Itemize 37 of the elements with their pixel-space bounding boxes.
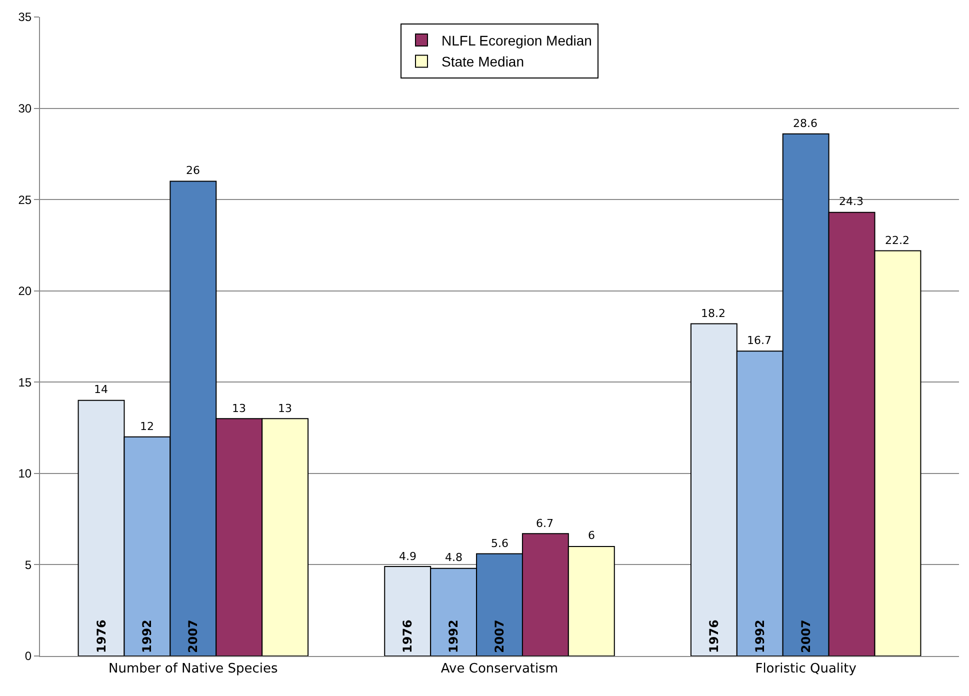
legend-label: NLFL Ecoregion Median [442,32,592,48]
data-label: 14 [94,383,108,396]
text: 1992 [446,620,461,653]
y-tick-label: 25 [18,192,32,207]
data-label: 28.6 [793,117,818,130]
y-tick-label: 35 [18,10,32,24]
text: 1976 [400,620,415,653]
data-label: 6.7 [536,517,554,530]
x-tick-label: Number of Native Species [108,662,278,677]
data-label: 18.2 [701,307,726,320]
data-label: 22.2 [885,234,910,247]
data-label: 24.3 [839,195,864,208]
y-tick-label: 30 [18,101,32,116]
data-label: 12 [140,420,154,433]
data-label: 16.7 [747,334,772,347]
text: 2007 [492,620,506,653]
y-tick-label: 0 [24,649,32,664]
y-tick-label: 5 [24,558,32,572]
data-label: 6 [588,529,595,542]
data-label: 4.8 [445,551,462,564]
data-label: 13 [278,402,292,415]
series-label: 2007 [186,620,200,653]
data-label: 26 [186,164,200,177]
y-tick-label: 20 [18,284,32,298]
y-tick-label: 15 [18,375,32,390]
series-label: 1976 [94,620,108,653]
y-tick-label: 10 [18,466,32,481]
text: 1976 [706,620,721,653]
text: 1992 [752,620,767,653]
legend-label: State Median [442,54,524,70]
x-tick-label: Floristic Quality [755,662,857,677]
data-label: 13 [232,402,246,415]
data-label: 4.9 [399,550,416,563]
text: 2007 [798,620,813,653]
series-label: 1992 [140,620,154,653]
x-tick-label: Ave Conservatism [440,662,558,677]
data-label: 5.6 [491,537,508,550]
